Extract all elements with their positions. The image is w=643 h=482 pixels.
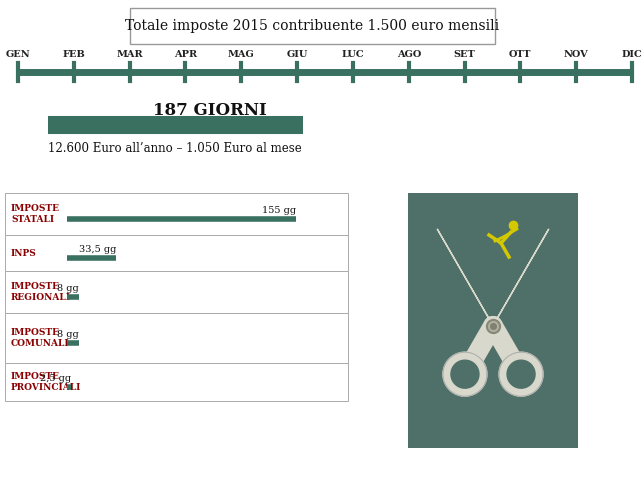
FancyBboxPatch shape	[408, 193, 578, 448]
Polygon shape	[437, 229, 498, 334]
Text: MAR: MAR	[116, 50, 143, 59]
Text: Totale imposte 2015 contribuente 1.500 euro mensili: Totale imposte 2015 contribuente 1.500 e…	[125, 19, 500, 33]
Text: OTT: OTT	[509, 50, 532, 59]
Text: 12.600 Euro all’anno – 1.050 Euro al mese: 12.600 Euro all’anno – 1.050 Euro al mes…	[48, 142, 302, 155]
Text: AGO: AGO	[397, 50, 421, 59]
Text: APR: APR	[174, 50, 197, 59]
Polygon shape	[507, 360, 535, 388]
Text: IMPOSTE
PROVINCIALI: IMPOSTE PROVINCIALI	[11, 372, 82, 392]
FancyBboxPatch shape	[130, 8, 495, 44]
Text: IMPOSTE
STATALI: IMPOSTE STATALI	[11, 204, 60, 224]
Text: IMPOSTE
COMUNALI: IMPOSTE COMUNALI	[11, 328, 69, 348]
Text: INPS: INPS	[11, 249, 37, 257]
Text: LUC: LUC	[341, 50, 364, 59]
Text: 187 GIORNI: 187 GIORNI	[153, 102, 267, 119]
Text: 2,5 gg: 2,5 gg	[40, 374, 71, 383]
Text: IMPOSTE
REGIONALI: IMPOSTE REGIONALI	[11, 282, 71, 302]
Text: GEN: GEN	[6, 50, 30, 59]
Text: NOV: NOV	[564, 50, 588, 59]
FancyBboxPatch shape	[5, 271, 348, 313]
FancyBboxPatch shape	[5, 235, 348, 271]
FancyBboxPatch shape	[5, 363, 348, 401]
FancyBboxPatch shape	[5, 313, 348, 363]
Text: MAG: MAG	[228, 50, 255, 59]
Text: GIU: GIU	[286, 50, 308, 59]
FancyBboxPatch shape	[5, 193, 348, 235]
Text: DIC: DIC	[622, 50, 642, 59]
Text: 155 gg: 155 gg	[262, 206, 296, 215]
Polygon shape	[451, 360, 479, 388]
Text: 8 gg: 8 gg	[57, 330, 79, 339]
Polygon shape	[499, 352, 543, 396]
Polygon shape	[488, 229, 549, 334]
Text: SET: SET	[454, 50, 475, 59]
Text: 33,5 gg: 33,5 gg	[79, 245, 116, 254]
Text: 8 gg: 8 gg	[57, 284, 79, 293]
Polygon shape	[443, 352, 487, 396]
Text: FEB: FEB	[62, 50, 85, 59]
